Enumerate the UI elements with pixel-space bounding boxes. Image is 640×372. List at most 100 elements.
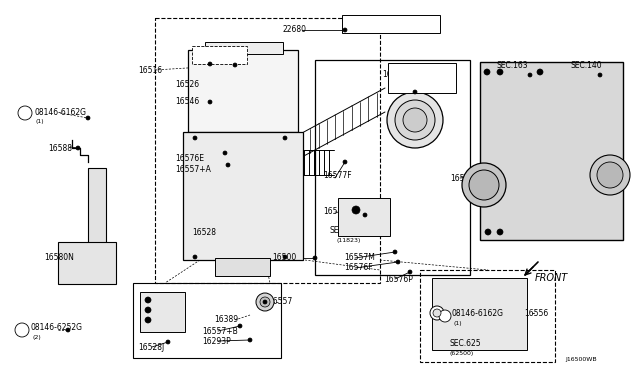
Text: 16576P: 16576P [384,275,413,283]
Circle shape [482,173,486,177]
Text: 08146-6162G: 08146-6162G [34,108,86,116]
Bar [133,283,281,358]
Text: 16577F: 16577F [323,170,351,180]
Text: FRONT: FRONT [535,273,568,283]
Circle shape [413,90,417,94]
Text: 08360-41225: 08360-41225 [344,16,395,25]
Circle shape [248,338,252,342]
Text: 08146-6162G: 08146-6162G [452,310,504,318]
Text: 16588: 16588 [48,144,72,153]
Circle shape [260,297,270,307]
Circle shape [313,256,317,260]
Circle shape [145,297,151,303]
Text: (11823): (11823) [337,237,362,243]
Bar [88,168,106,243]
Text: 16576F: 16576F [344,263,372,273]
Text: 16546: 16546 [175,96,199,106]
Text: 16557+B: 16557+B [202,327,237,336]
Circle shape [193,255,197,259]
Circle shape [18,106,32,120]
Circle shape [537,69,543,75]
Circle shape [256,293,274,311]
Text: 16516: 16516 [138,65,162,74]
Text: 16557: 16557 [268,298,292,307]
Text: 16528: 16528 [192,228,216,237]
Circle shape [363,213,367,217]
Circle shape [462,163,506,207]
Circle shape [86,116,90,120]
Text: 16556: 16556 [524,308,548,317]
Bar [192,46,247,64]
Circle shape [435,311,439,315]
Circle shape [485,229,491,235]
Circle shape [226,163,230,167]
Text: 16516N: 16516N [450,173,480,183]
Circle shape [145,317,151,323]
Circle shape [66,328,70,332]
Circle shape [343,28,347,32]
Circle shape [354,208,358,212]
Circle shape [352,206,360,214]
Circle shape [238,324,242,328]
Text: SEC.140: SEC.140 [571,61,603,70]
Circle shape [439,310,451,322]
Text: 16557M: 16557M [344,253,375,263]
Text: 16528J: 16528J [138,343,164,352]
Text: 16576E: 16576E [175,154,204,163]
Circle shape [283,255,287,259]
Bar [388,63,456,93]
Text: 08146-6252G: 08146-6252G [30,324,82,333]
Circle shape [597,162,623,188]
Circle shape [430,306,444,320]
Circle shape [433,309,441,317]
Circle shape [166,340,170,344]
Text: (1): (1) [454,321,463,326]
Circle shape [403,108,427,132]
Bar [420,270,555,362]
Bar [342,15,440,33]
Circle shape [528,73,532,77]
Text: (2): (2) [350,25,359,29]
Circle shape [408,270,412,274]
Bar [155,18,380,283]
Text: (1): (1) [35,119,44,124]
Circle shape [497,229,503,235]
Bar [140,292,185,332]
Text: SEC.163: SEC.163 [497,61,529,70]
Circle shape [387,92,443,148]
Circle shape [208,100,212,104]
Circle shape [145,307,151,313]
Circle shape [395,100,435,140]
Circle shape [393,250,397,254]
Circle shape [598,73,602,77]
Bar [315,60,470,275]
Circle shape [263,300,267,304]
Bar [205,42,283,54]
Bar [183,132,303,260]
Text: 16577FA: 16577FA [323,206,356,215]
Text: (2): (2) [32,334,41,340]
Text: (62500): (62500) [450,350,474,356]
Bar [432,278,527,350]
Text: 16557+A: 16557+A [175,164,211,173]
Circle shape [469,170,499,200]
Bar [188,50,298,132]
Text: J16500WB: J16500WB [565,357,596,362]
Text: 16577F: 16577F [382,70,411,78]
Text: 16526: 16526 [175,80,199,89]
Bar [58,242,116,284]
Circle shape [76,146,80,150]
Text: 16580N: 16580N [44,253,74,262]
Circle shape [193,136,197,140]
Circle shape [497,69,503,75]
Circle shape [15,323,29,337]
Text: 22680: 22680 [283,25,307,33]
Bar [480,62,623,240]
Text: SEC.625: SEC.625 [450,340,482,349]
Circle shape [233,63,237,67]
Text: 16500: 16500 [272,253,296,263]
Circle shape [208,62,212,66]
Circle shape [343,160,347,164]
Circle shape [484,69,490,75]
Text: 16293P: 16293P [202,337,231,346]
